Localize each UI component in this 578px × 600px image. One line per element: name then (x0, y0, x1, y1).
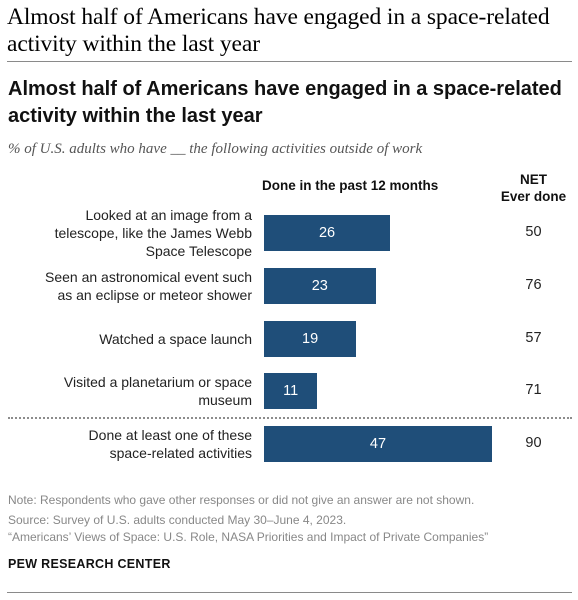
net-column-header-line: NET (520, 172, 547, 187)
category-label: Watched a space launch (0, 330, 252, 348)
footer-source: Source: Survey of U.S. adults conducted … (8, 513, 347, 527)
category-label: Seen an astronomical event such as an ecl… (0, 268, 252, 304)
net-value-label: 50 (525, 224, 542, 240)
brand-name: PEW RESEARCH CENTER (8, 557, 171, 571)
category-label-line: as an eclipse or meteor shower (57, 287, 252, 303)
category-label-line: museum (198, 392, 252, 408)
footer-report: “Americans’ Views of Space: U.S. Role, N… (8, 530, 489, 544)
bar-column-header: Done in the past 12 months (262, 178, 439, 193)
bar (264, 215, 391, 251)
chart-title: Almost half of Americans have engaged in… (8, 78, 562, 127)
category-label-line: space-related activities (109, 445, 252, 461)
page-headline: Almost half of Americans have engaged in… (7, 4, 550, 57)
bar (264, 321, 357, 357)
bar-value-label: 26 (318, 225, 336, 241)
net-value-label: 76 (525, 277, 542, 293)
bottom-divider (7, 592, 572, 593)
bar-value-label: 47 (369, 436, 387, 452)
net-value-label: 90 (525, 435, 542, 451)
category-label-line: Seen an astronomical event such (44, 269, 252, 285)
bar-value-label: 11 (283, 383, 299, 399)
footer-note: Note: Respondents who gave other respons… (8, 493, 475, 507)
bar (264, 373, 318, 409)
net-column-header: NET Ever done (486, 171, 578, 205)
bar (264, 426, 492, 462)
net-value-label: 71 (525, 382, 542, 398)
category-label-line: Done at least one of these (88, 427, 252, 443)
net-column-header-line: Ever done (500, 189, 567, 204)
category-label-line: Watched a space launch (99, 331, 252, 347)
category-label-line: Space Telescope (145, 243, 252, 259)
total-separator (8, 417, 572, 419)
category-label: Visited a planetarium or space museum (0, 373, 252, 409)
category-label-line: telescope, like the James Webb (54, 225, 252, 241)
bar (264, 268, 376, 304)
category-label-line: Looked at an image from a (85, 207, 252, 223)
top-divider (7, 61, 572, 62)
category-label: Done at least one of these space-related … (0, 426, 252, 462)
bar-value-label: 19 (302, 331, 319, 347)
bar-value-label: 23 (311, 278, 328, 294)
chart-subtitle: % of U.S. adults who have __ the followi… (8, 141, 423, 157)
category-label: Looked at an image from a telescope, like… (0, 206, 252, 260)
net-value-label: 57 (525, 330, 542, 346)
category-label-line: Visited a planetarium or space (63, 374, 252, 390)
